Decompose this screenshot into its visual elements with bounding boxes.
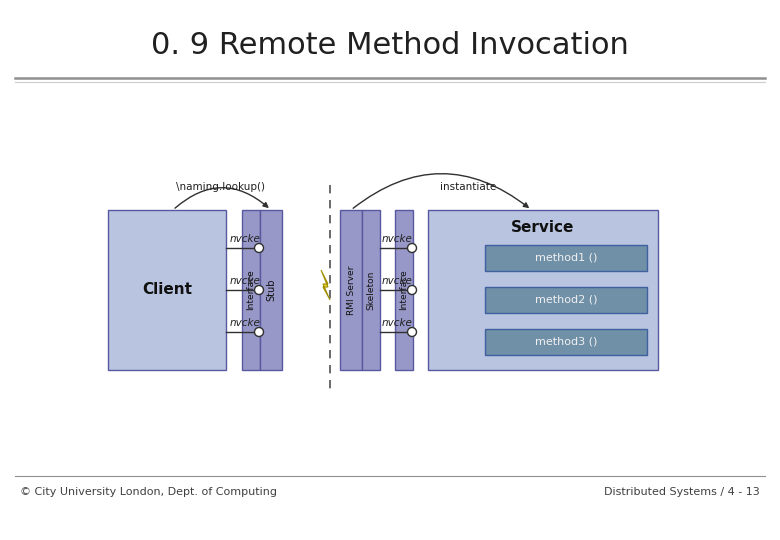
Circle shape bbox=[254, 286, 264, 294]
FancyBboxPatch shape bbox=[485, 287, 647, 313]
Text: nvcke: nvcke bbox=[230, 318, 261, 328]
Text: nvcke: nvcke bbox=[230, 276, 261, 286]
Text: nvcke: nvcke bbox=[382, 234, 413, 244]
Text: Skeleton: Skeleton bbox=[367, 271, 375, 309]
Text: \naming.lookup(): \naming.lookup() bbox=[176, 182, 264, 192]
Text: 0. 9 Remote Method Invocation: 0. 9 Remote Method Invocation bbox=[151, 30, 629, 59]
Text: RMI Server: RMI Server bbox=[346, 265, 356, 315]
Circle shape bbox=[254, 327, 264, 336]
Text: nvcke: nvcke bbox=[382, 276, 413, 286]
FancyArrowPatch shape bbox=[353, 174, 528, 208]
FancyBboxPatch shape bbox=[428, 210, 658, 370]
Text: method2 (): method2 () bbox=[535, 295, 597, 305]
FancyArrowPatch shape bbox=[175, 188, 268, 208]
Text: Stub: Stub bbox=[266, 279, 276, 301]
FancyBboxPatch shape bbox=[242, 210, 260, 370]
Text: Interface: Interface bbox=[246, 269, 256, 310]
FancyBboxPatch shape bbox=[395, 210, 413, 370]
Text: © City University London, Dept. of Computing: © City University London, Dept. of Compu… bbox=[20, 487, 277, 497]
Polygon shape bbox=[321, 270, 330, 300]
Text: Distributed Systems / 4 - 13: Distributed Systems / 4 - 13 bbox=[604, 487, 760, 497]
FancyBboxPatch shape bbox=[340, 210, 362, 370]
Text: method1 (): method1 () bbox=[535, 253, 597, 263]
Text: Interface: Interface bbox=[399, 269, 409, 310]
FancyBboxPatch shape bbox=[485, 329, 647, 355]
Text: nvcke: nvcke bbox=[230, 234, 261, 244]
FancyBboxPatch shape bbox=[260, 210, 282, 370]
Circle shape bbox=[407, 244, 417, 253]
Text: instantiate: instantiate bbox=[440, 182, 496, 192]
Text: Service: Service bbox=[512, 220, 575, 235]
Circle shape bbox=[254, 244, 264, 253]
FancyBboxPatch shape bbox=[362, 210, 380, 370]
Text: method3 (): method3 () bbox=[535, 337, 597, 347]
FancyBboxPatch shape bbox=[108, 210, 226, 370]
Text: nvcke: nvcke bbox=[382, 318, 413, 328]
Circle shape bbox=[407, 327, 417, 336]
FancyBboxPatch shape bbox=[485, 245, 647, 271]
Text: Client: Client bbox=[142, 282, 192, 298]
Circle shape bbox=[407, 286, 417, 294]
